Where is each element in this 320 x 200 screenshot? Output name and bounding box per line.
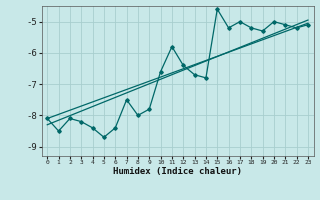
X-axis label: Humidex (Indice chaleur): Humidex (Indice chaleur) (113, 167, 242, 176)
